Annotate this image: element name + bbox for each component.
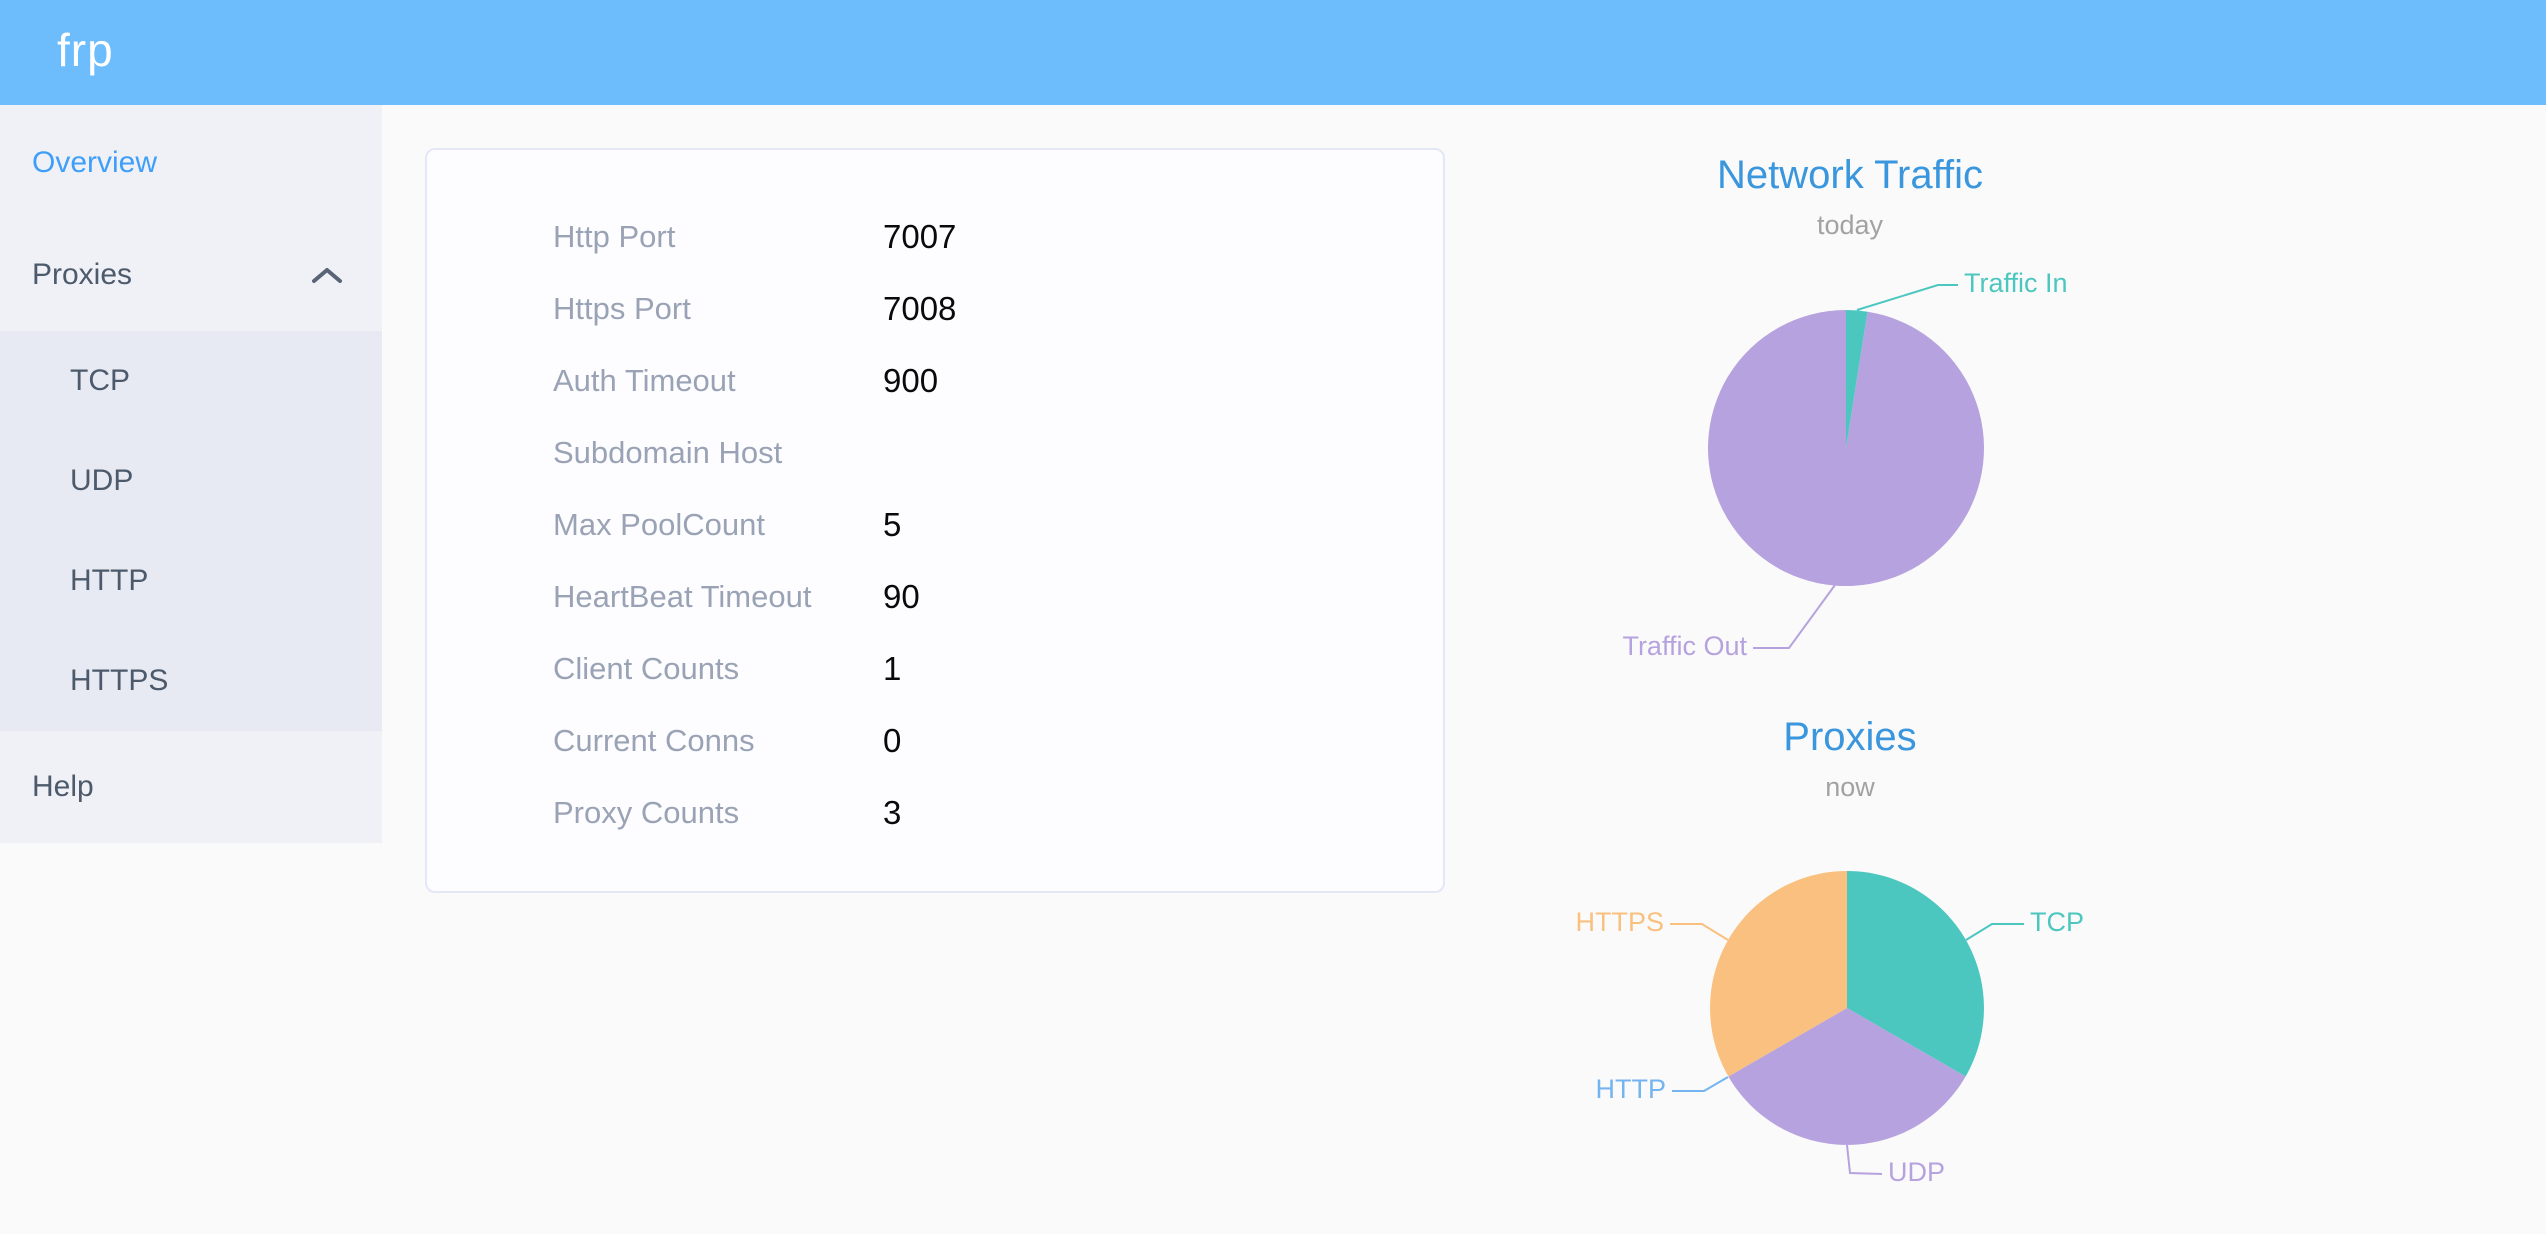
sidebar-submenu-proxies: TCP UDP HTTP HTTPS [0,331,382,731]
pie-label-tcp: TCP [2030,907,2084,937]
config-row-label: Current Conns [553,723,755,758]
label-line-traffic-out [1753,584,1836,649]
config-row: Client Counts 1 [427,633,1443,705]
pie-label-udp: UDP [1888,1157,1945,1187]
config-row-label: Http Port [553,219,676,254]
config-row-label: Https Port [553,291,691,326]
config-row-label: HeartBeat Timeout [553,579,812,614]
network-traffic-pie-chart: Traffic In Traffic Out [1622,268,2068,661]
sidebar-item-help[interactable]: Help [0,731,382,843]
sidebar-item-udp[interactable]: UDP [0,431,382,531]
config-row: Current Conns 0 [427,705,1443,777]
sidebar-item-label: TCP [70,364,130,397]
app-header: frp [0,0,2546,105]
pie-label-traffic-out: Traffic Out [1622,631,1747,661]
config-row-value: 7008 [883,290,957,327]
config-row: Auth Timeout 900 [427,345,1443,417]
config-row-value: 0 [883,722,902,759]
pie-label-https: HTTPS [1575,907,1664,937]
sidebar-item-label: Proxies [32,258,133,291]
pie-slice-tcp[interactable] [1847,871,1984,1077]
config-row-label: Subdomain Host [553,435,783,470]
label-line-http [1672,1076,1729,1092]
pie-slice-traffic-in[interactable] [1846,310,1868,448]
config-row-value: 5 [883,506,902,543]
config-row-value: 900 [883,362,939,399]
app-logo: frp [57,24,114,76]
config-row: Proxy Counts 3 [427,777,1443,849]
config-row-value: 7007 [883,218,957,255]
network-traffic-chart-title: Network Traffic [1717,153,1983,197]
config-row-label: Client Counts [553,651,740,686]
proxies-chart-title: Proxies [1783,715,1917,759]
network-traffic-chart-subtitle: today [1816,210,1884,240]
pie-slice-udp[interactable] [1728,1008,1966,1145]
config-row: Http Port 7007 [427,201,1443,273]
sidebar-item-label: Help [32,770,94,803]
pie-slice-https[interactable] [1710,871,1847,1077]
proxies-chart-subtitle: now [1825,772,1875,802]
sidebar-item-label: HTTP [70,564,149,597]
proxies-pie-chart: TCP UDP HTTP HTTPS [1575,871,2084,1187]
config-row-label: Auth Timeout [553,363,736,398]
sidebar-item-https[interactable]: HTTPS [0,631,382,731]
chevron-up-icon [312,268,342,283]
label-line-tcp [1965,923,2024,941]
config-row-value: 3 [883,794,902,831]
label-line-https [1670,923,1729,941]
config-row-label: Max PoolCount [553,507,765,542]
sidebar-item-label: HTTPS [70,664,169,697]
config-row-value: 90 [883,578,920,615]
config-row: HeartBeat Timeout 90 [427,561,1443,633]
config-row: Max PoolCount 5 [427,489,1443,561]
pie-label-traffic-in: Traffic In [1964,268,2068,298]
config-row-value: 1 [883,650,902,687]
sidebar-item-proxies[interactable]: Proxies [0,219,382,331]
label-line-traffic-in [1856,284,1958,311]
server-config-card: Http Port 7007 Https Port 7008 Auth Timeout 9… [425,148,1445,893]
config-row: Subdomain Host [427,417,1443,489]
sidebar-menu: Overview Proxies TCP UDP HTTP HTTPS Help [0,105,382,843]
pie-slice-traffic-out[interactable] [1708,310,1985,586]
sidebar-item-label: Overview [32,146,158,179]
label-line-udp [1846,1144,1883,1175]
config-row-label: Proxy Counts [553,795,740,830]
sidebar-item-label: UDP [70,464,134,497]
pie-label-http: HTTP [1596,1074,1667,1104]
config-row: Https Port 7008 [427,273,1443,345]
sidebar-item-tcp[interactable]: TCP [0,331,382,431]
sidebar-item-http[interactable]: HTTP [0,531,382,631]
sidebar-item-overview[interactable]: Overview [0,107,382,219]
